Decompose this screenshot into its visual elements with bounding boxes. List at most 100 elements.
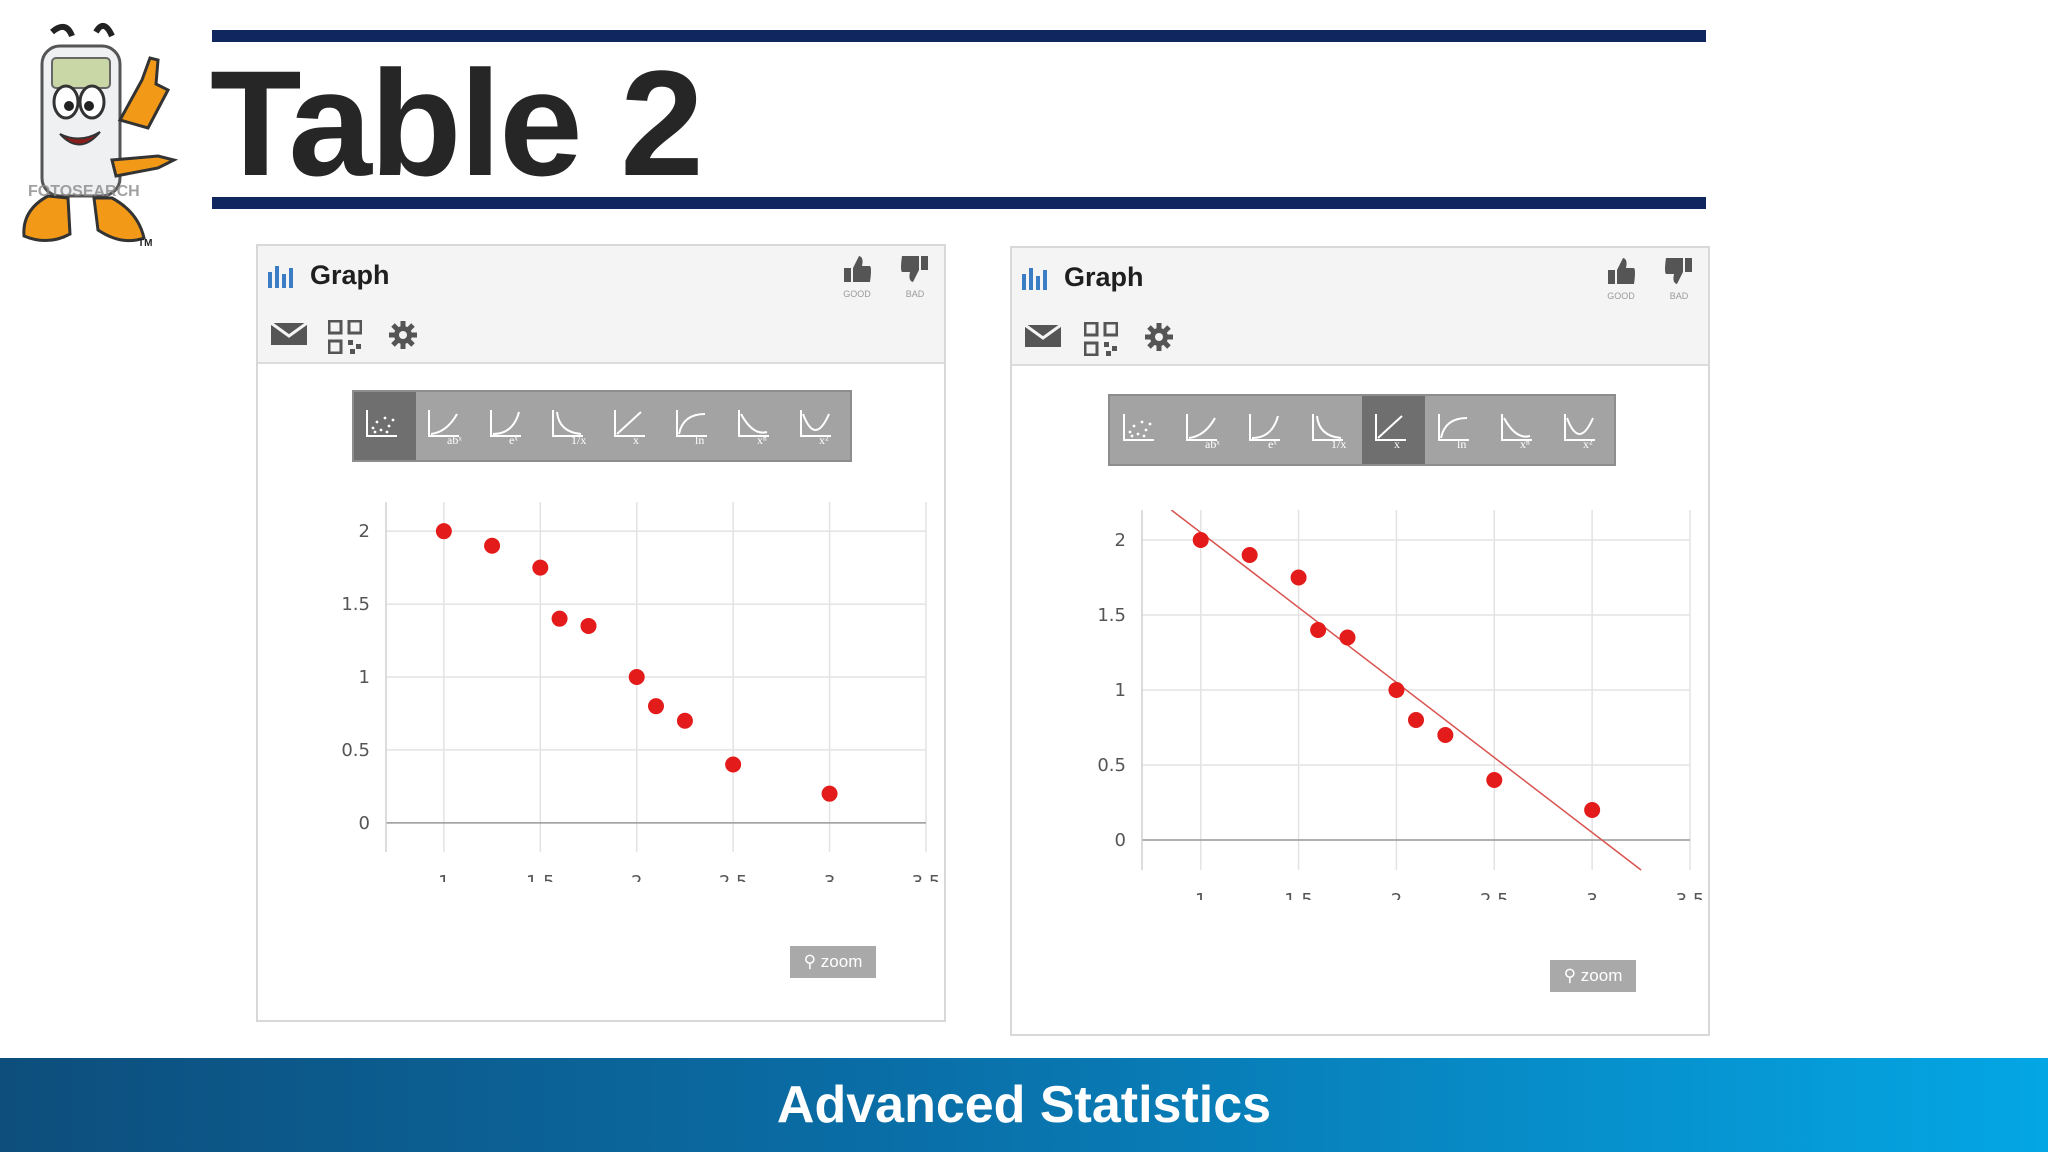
- qr-code-icon[interactable]: [1084, 322, 1118, 356]
- y-tick-label: 0.5: [341, 740, 370, 761]
- fit-linear-button[interactable]: x: [602, 392, 664, 460]
- slide-title: Table 2: [210, 39, 704, 207]
- x-tick-label: 3: [1586, 890, 1597, 900]
- graph-widget-right: Graph GOOD BAD abˣ eˣ 1/x x ln xⁿ x²: [1010, 246, 1710, 1036]
- y-tick-label: 0: [359, 813, 370, 834]
- data-point: [580, 617, 597, 634]
- data-point: [1192, 532, 1209, 548]
- gear-icon[interactable]: [388, 320, 418, 350]
- fit-quadratic-button[interactable]: x²: [1551, 396, 1614, 464]
- widget-toolbar: [258, 306, 944, 364]
- svg-text:abˣ: abˣ: [1205, 437, 1220, 450]
- fit-exponential-icon: eˣ: [490, 410, 521, 446]
- svg-text:x: x: [1394, 437, 1400, 450]
- thumbs-down-icon: [1665, 258, 1692, 284]
- svg-text:1/x: 1/x: [571, 433, 586, 446]
- fit-linear-button[interactable]: x: [1362, 396, 1425, 464]
- svg-text:ln: ln: [1457, 437, 1466, 450]
- fit-scatter-icon: [366, 410, 397, 437]
- data-point: [648, 698, 664, 715]
- good-button[interactable]: GOOD: [1598, 256, 1644, 301]
- data-point: [1584, 802, 1601, 818]
- fit-logarithmic-icon: ln: [1437, 414, 1469, 450]
- title-rule-top: [212, 30, 1706, 42]
- scatter-plot: 2 1.5 1 0.5 0 1 1.5 2 2.5 3 3.5: [341, 502, 938, 882]
- fit-power-button[interactable]: abˣ: [416, 392, 478, 460]
- fit-logarithmic-button[interactable]: ln: [1425, 396, 1488, 464]
- fit-reciprocal-button[interactable]: 1/x: [1299, 396, 1362, 464]
- x-tick-label: 3: [824, 872, 835, 882]
- fit-power-series-button[interactable]: xⁿ: [1488, 396, 1551, 464]
- email-icon[interactable]: [270, 320, 308, 348]
- plot-area: 2 1.5 1 0.5 0 1 1.5 2 2.5 3 3.5: [1097, 510, 1702, 900]
- widget-header: Graph GOOD BAD: [258, 246, 944, 308]
- fit-power-series-button[interactable]: xⁿ: [726, 392, 788, 460]
- bad-label: BAD: [1669, 291, 1689, 301]
- fit-quadratic-icon: x²: [1563, 414, 1595, 450]
- x-tick-label: 3.5: [1676, 890, 1702, 900]
- fit-exponential-button[interactable]: eˣ: [478, 392, 540, 460]
- fit-exponential-button[interactable]: eˣ: [1236, 396, 1299, 464]
- svg-text:eˣ: eˣ: [509, 433, 518, 446]
- zoom-icon: ⚲: [1563, 966, 1577, 985]
- bad-button[interactable]: BAD: [892, 254, 938, 299]
- data-point: [532, 559, 549, 576]
- data-point: [484, 537, 501, 554]
- x-tick-label: 2: [1391, 890, 1402, 900]
- mascot-trademark: TM: [138, 238, 152, 249]
- thumbs-up-icon: [1608, 258, 1635, 284]
- data-point: [1339, 629, 1356, 646]
- fit-power-series-icon: xⁿ: [738, 410, 769, 446]
- fit-power-icon: abˣ: [428, 410, 462, 446]
- gear-icon[interactable]: [1144, 322, 1174, 352]
- footer-banner: Advanced Statistics: [0, 1058, 2048, 1152]
- svg-text:x²: x²: [1583, 437, 1593, 450]
- y-tick-label: 1.5: [1097, 605, 1126, 626]
- fit-scatter-icon: [1122, 414, 1154, 441]
- x-tick-label: 1: [438, 872, 449, 882]
- y-tick-label: 2: [359, 521, 370, 542]
- graph-widget-left: Graph GOOD BAD abˣ eˣ 1/x x ln xⁿ x²: [256, 244, 946, 1022]
- data-point: [676, 712, 693, 729]
- fit-scatter-button[interactable]: [354, 392, 416, 460]
- thumbs-up-icon: [844, 256, 871, 282]
- data-point: [1408, 712, 1424, 728]
- zoom-icon: ⚲: [803, 952, 817, 971]
- good-label: GOOD: [1607, 291, 1635, 301]
- fit-exponential-icon: eˣ: [1248, 414, 1280, 450]
- fit-logarithmic-icon: ln: [676, 410, 707, 446]
- fit-scatter-button[interactable]: [1110, 396, 1173, 464]
- fit-type-bar: abˣ eˣ 1/x x ln xⁿ x²: [352, 390, 852, 462]
- email-icon[interactable]: [1024, 322, 1062, 350]
- mascot-logo: FOTOSEARCH TM: [22, 23, 178, 249]
- fit-logarithmic-button[interactable]: ln: [664, 392, 726, 460]
- good-button[interactable]: GOOD: [834, 254, 880, 299]
- zoom-button[interactable]: ⚲ zoom: [790, 946, 876, 978]
- fit-reciprocal-button[interactable]: 1/x: [540, 392, 602, 460]
- zoom-label: zoom: [820, 952, 863, 971]
- fit-quadratic-button[interactable]: x²: [788, 392, 850, 460]
- y-tick-label: 2: [1115, 530, 1126, 551]
- data-point: [551, 610, 568, 627]
- trendline: [1170, 510, 1642, 871]
- qr-code-icon[interactable]: [328, 320, 362, 354]
- y-tick-label: 1: [359, 667, 370, 688]
- x-tick-label: 2.5: [1480, 890, 1509, 900]
- widget-title: Graph: [310, 260, 390, 290]
- fit-reciprocal-icon: 1/x: [1311, 414, 1346, 450]
- zoom-button[interactable]: ⚲ zoom: [1550, 960, 1636, 992]
- graph-icon: [1022, 268, 1047, 290]
- plot-area: 2 1.5 1 0.5 0 1 1.5 2 2.5 3 3.5: [341, 502, 938, 882]
- fit-linear-icon: x: [614, 410, 645, 446]
- fit-power-button[interactable]: abˣ: [1173, 396, 1236, 464]
- bad-button[interactable]: BAD: [1656, 256, 1702, 301]
- fit-type-bar: abˣ eˣ 1/x x ln xⁿ x²: [1108, 394, 1616, 466]
- fit-reciprocal-icon: 1/x: [552, 410, 586, 446]
- y-tick-label: 0.5: [1097, 755, 1126, 776]
- x-tick-label: 1.5: [1284, 890, 1313, 900]
- svg-text:1/x: 1/x: [1331, 437, 1346, 450]
- data-point: [1290, 569, 1307, 586]
- svg-text:x: x: [633, 433, 639, 446]
- svg-text:xⁿ: xⁿ: [1520, 437, 1530, 450]
- svg-text:ln: ln: [695, 433, 704, 446]
